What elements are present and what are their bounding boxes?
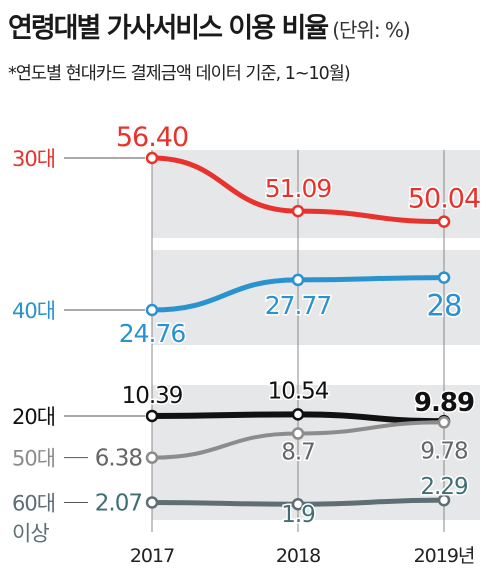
legend-label-2: 40대 [12,299,55,323]
legend-label-4: 50대 [12,447,55,471]
x-tick-label-3: 2019년 [414,545,475,567]
data-label-s5-1: 2.07 [95,490,142,516]
legend-label-3: 20대 [12,405,55,429]
data-point-s5-1 [145,496,159,509]
chart-subtitle: *연도별 현대카드 결제금액 데이터 기준, 1~10월) [8,64,351,84]
data-point-s2-1 [145,303,159,317]
unit-note: (단위: %) [332,18,411,42]
legend-label-1: 30대 [12,147,55,171]
legend-label-5-line-1: 60대 [12,491,55,515]
data-label-s1-2: 51.09 [265,174,332,203]
data-point-s2-2 [291,273,305,287]
data-point-s3-2 [291,408,305,421]
data-label-s1-3: 50.04 [408,184,480,215]
data-label-s2-3: 28 [427,289,462,323]
panel-background-2 [152,250,480,345]
data-label-s5-3: 2.29 [420,474,468,500]
data-label-s5-2: 1.9 [281,502,315,528]
data-label-s2-1: 24.76 [119,319,186,348]
chart-title: 연령대별 가사서비스 이용 비율 [8,13,329,44]
legend-label-5-line-2: 이상 [12,521,49,545]
data-point-s1-3 [437,215,451,228]
data-label-s3-3: 9.89 [414,388,474,418]
data-label-s3-2: 10.54 [268,378,329,404]
data-label-s4-2: 8.7 [281,440,315,466]
data-label-s1-1: 56.40 [116,122,188,153]
chart-title-block: 연령대별 가사서비스 이용 비율 (단위: %) [8,6,498,45]
x-tick-label-2: 2018 [276,545,320,567]
data-point-s1-2 [291,204,305,218]
data-label-s2-2: 27.77 [265,291,332,320]
data-point-s2-3 [437,271,451,284]
data-label-s4-3: 9.78 [420,438,468,464]
data-label-s4-1: 6.38 [95,446,143,472]
x-tick-label-1: 2017 [130,545,174,567]
data-point-s3-1 [145,409,159,423]
data-point-s4-1 [145,451,159,464]
data-point-s5-2 [291,497,305,511]
data-point-s1-1 [145,151,159,165]
data-point-s4-2 [291,427,305,440]
data-point-s4-3 [437,416,451,429]
data-point-s5-3 [437,493,451,507]
data-label-s3-1: 10.39 [122,383,183,409]
